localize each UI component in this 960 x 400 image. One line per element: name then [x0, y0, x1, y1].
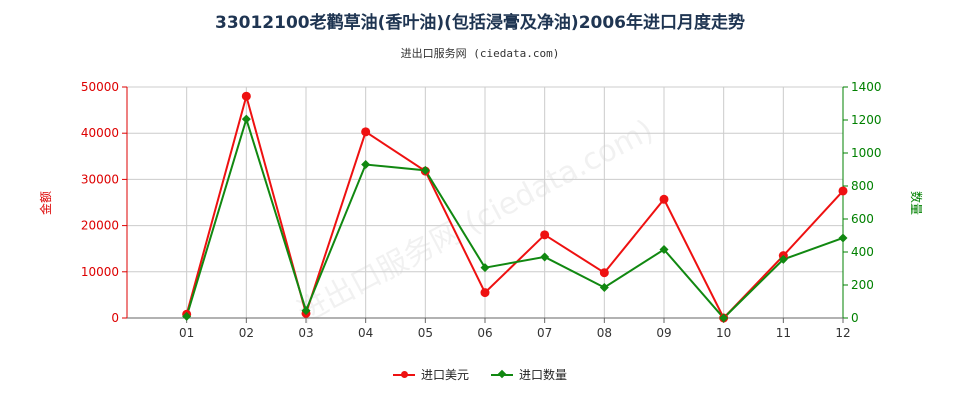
series-usd-point: [361, 127, 371, 137]
series-qty-point: [182, 311, 192, 321]
series-qty-point: [838, 233, 848, 243]
series-qty-point: [659, 245, 669, 255]
chart-subtitle: 进出口服务网 (ciedata.com): [400, 47, 560, 60]
series-usd-point: [241, 91, 251, 101]
right-tick-label: 1000: [851, 146, 882, 160]
left-tick-label: 0: [111, 311, 119, 325]
series-usd-point: [659, 194, 669, 204]
legend: 进口美元 进口数量: [0, 366, 960, 383]
x-tick-label: 10: [716, 326, 731, 340]
right-tick-label: 600: [851, 212, 874, 226]
legend-label-qty: 进口数量: [519, 368, 568, 382]
series-qty-point: [361, 160, 371, 170]
series-usd-point: [540, 230, 550, 240]
right-tick-label: 400: [851, 245, 874, 259]
x-tick-label: 01: [179, 326, 194, 340]
legend-swatch-usd: [392, 370, 415, 378]
right-tick-label: 0: [851, 311, 859, 325]
x-tick-label: 12: [835, 326, 850, 340]
x-tick-label: 09: [656, 326, 671, 340]
series-qty-point: [540, 252, 550, 262]
series-qty-point: [241, 114, 251, 124]
series-usd-point: [838, 186, 848, 196]
right-tick-label: 1400: [851, 80, 882, 94]
right-tick-label: 200: [851, 278, 874, 292]
legend-item-usd: 进口美元: [392, 366, 469, 383]
x-tick-label: 03: [298, 326, 313, 340]
x-tick-label: 07: [537, 326, 552, 340]
chart-title: 33012100老鹳草油(香叶油)(包括浸膏及净油)2006年进口月度走势: [214, 13, 746, 33]
left-tick-label: 50000: [81, 80, 119, 94]
series-qty-point: [480, 263, 490, 273]
series-qty-point: [719, 313, 729, 323]
series-usd-point: [599, 268, 609, 278]
x-tick-label: 11: [776, 326, 791, 340]
left-tick-label: 40000: [81, 126, 119, 140]
right-tick-label: 1200: [851, 113, 882, 127]
x-tick-label: 05: [418, 326, 433, 340]
right-tick-label: 800: [851, 179, 874, 193]
x-tick-label: 02: [239, 326, 254, 340]
left-axis-title: 金额: [38, 191, 53, 215]
left-tick-label: 10000: [81, 265, 119, 279]
legend-item-qty: 进口数量: [491, 366, 567, 383]
legend-label-usd: 进口美元: [420, 368, 469, 382]
left-tick-label: 30000: [81, 172, 119, 186]
series-qty-point: [599, 282, 609, 292]
series-qty-point: [301, 306, 311, 316]
series-usd-point: [480, 288, 490, 298]
series-qty-point: [778, 254, 788, 264]
right-axis-title: 数量: [909, 191, 924, 215]
x-tick-label: 04: [358, 326, 373, 340]
legend-swatch-qty: [491, 369, 513, 378]
series-qty-line: [185, 115, 844, 320]
x-tick-label: 08: [597, 326, 612, 340]
x-tick-label: 06: [477, 326, 492, 340]
series-qty-point: [420, 165, 430, 175]
left-tick-label: 20000: [81, 219, 119, 233]
